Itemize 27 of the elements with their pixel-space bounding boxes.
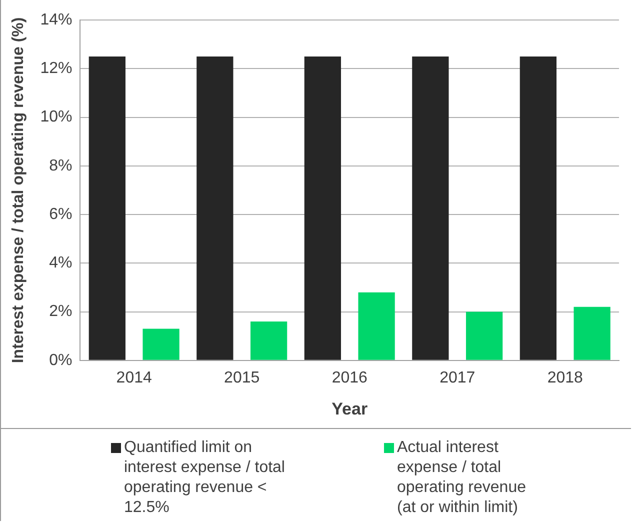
x-axis-title: Year <box>332 399 368 418</box>
bar <box>304 56 341 360</box>
y-tick-label: 10% <box>40 108 72 126</box>
y-tick-label: 4% <box>49 254 72 272</box>
y-tick-label: 0% <box>49 352 72 369</box>
bar <box>142 328 180 360</box>
y-tick-label: 2% <box>49 303 72 320</box>
x-tick-label: 2016 <box>332 369 368 386</box>
y-tick-label: 8% <box>49 157 72 174</box>
bar <box>358 292 395 360</box>
bar <box>88 56 126 360</box>
y-tick-label: 12% <box>40 60 72 78</box>
legend-label: Quantified limit on interest expense / total operating revenue < 12.5% <box>124 438 286 518</box>
y-tick-label: 6% <box>49 206 72 223</box>
x-tick-label: 2014 <box>116 369 152 386</box>
bar <box>574 306 610 360</box>
legend-label: Actual interest expense / total operating revenue (at or within limit) <box>397 438 527 518</box>
x-tick-label: 2018 <box>547 369 584 386</box>
bar <box>520 56 556 360</box>
y-axis-title: Interest expense / total operating revenue (%) <box>10 17 28 364</box>
bar <box>250 321 288 360</box>
y-tick-label: 14% <box>40 11 72 28</box>
bar <box>196 56 234 360</box>
bar <box>466 312 503 360</box>
x-tick-label: 2017 <box>440 369 476 386</box>
bar <box>412 56 449 360</box>
x-tick-label: 2015 <box>224 369 260 386</box>
